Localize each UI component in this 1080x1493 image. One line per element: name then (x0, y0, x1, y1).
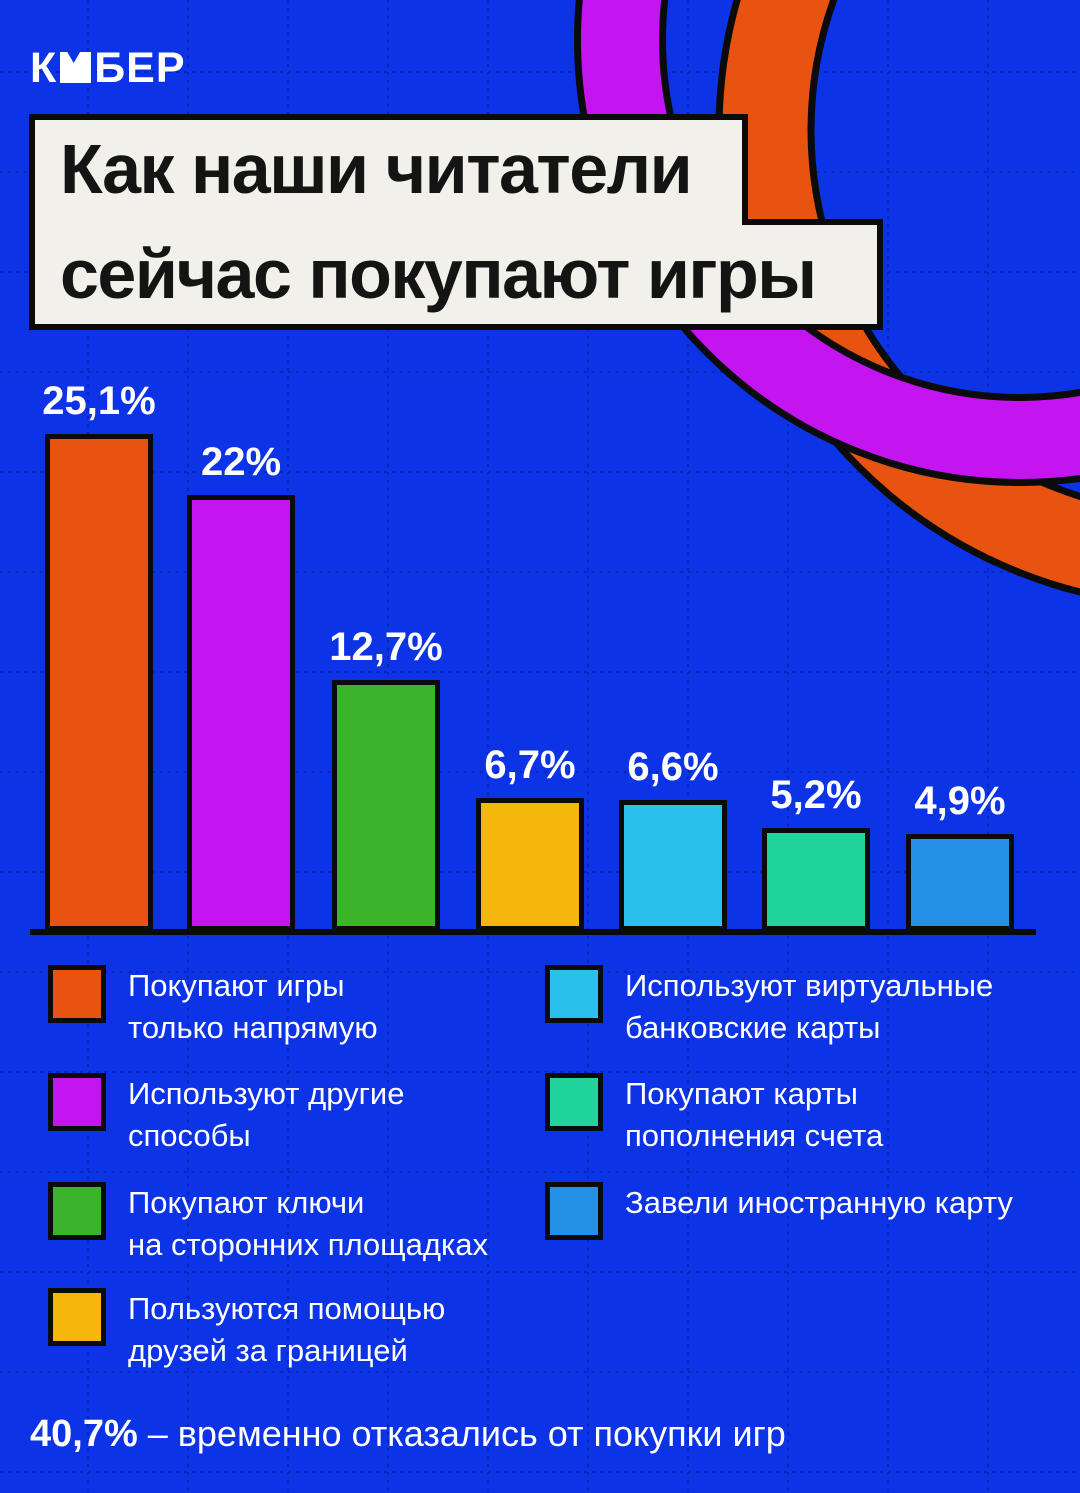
legend-swatch (545, 965, 603, 1023)
legend-item-5: Используют виртуальные банковские карты (545, 965, 993, 1049)
footer-stat: 40,7% – временно отказались от покупки и… (30, 1412, 786, 1456)
bar-group-1: 25,1% (42, 379, 156, 931)
bar (762, 828, 870, 931)
footer-stat-text: – временно отказались от покупки игр (147, 1413, 786, 1454)
bar (476, 798, 584, 931)
bar-value-label: 4,9% (914, 779, 1006, 823)
page-title-line1: Как наши читатели (60, 130, 693, 208)
bar-value-label: 12,7% (329, 625, 443, 669)
bar (619, 800, 727, 931)
bar-value-label: 25,1% (42, 379, 156, 423)
footer-stat-value: 40,7% (30, 1413, 138, 1455)
legend-label: Завели иностранную карту (625, 1185, 1013, 1220)
logo-text-suffix: БЕР (94, 44, 186, 92)
bar-value-label: 6,7% (484, 743, 576, 787)
legend-label: Покупают ключи на сторонних площадках (128, 1185, 488, 1262)
legend-swatch (48, 1288, 106, 1346)
legend-item-4: Пользуются помощью друзей за границей (48, 1288, 445, 1372)
bar (187, 495, 295, 931)
bar (906, 834, 1014, 931)
logo-i-icon (60, 52, 92, 83)
legend-item-6: Покупают карты пополнения счета (545, 1073, 883, 1157)
logo-text-prefix: К (30, 44, 58, 92)
bar-value-label: 5,2% (770, 773, 862, 817)
legend-swatch (48, 1182, 106, 1240)
bar (332, 680, 440, 931)
bar (45, 434, 153, 931)
bar-group-5: 6,6% (619, 745, 727, 931)
legend-label: Пользуются помощью друзей за границей (128, 1291, 446, 1368)
bar-group-6: 5,2% (762, 773, 870, 931)
page-title-line2: сейчас покупают игры (60, 235, 817, 313)
legend-label: Используют другие способы (128, 1076, 405, 1153)
legend-label: Покупают карты пополнения счета (625, 1076, 884, 1153)
legend-swatch (545, 1182, 603, 1240)
chart-baseline (30, 929, 1036, 935)
legend-swatch (48, 965, 106, 1023)
brand-logo: К БЕР (30, 47, 186, 90)
legend-item-7: Завели иностранную карту (545, 1182, 1013, 1240)
bar-value-label: 6,6% (627, 745, 719, 789)
bar-group-2: 22% (187, 440, 295, 931)
legend-label: Покупают игры только напрямую (128, 968, 378, 1045)
legend-label: Используют виртуальные банковские карты (625, 968, 994, 1045)
legend-item-3: Покупают ключи на сторонних площадках (48, 1182, 488, 1266)
bar-group-4: 6,7% (476, 743, 584, 931)
legend-swatch (48, 1073, 106, 1131)
bar-value-label: 22% (200, 440, 282, 484)
legend-item-2: Используют другие способы (48, 1073, 404, 1157)
bar-group-7: 4,9% (906, 779, 1014, 931)
legend-swatch (545, 1073, 603, 1131)
legend-item-1: Покупают игры только напрямую (48, 965, 378, 1049)
bar-group-3: 12,7% (329, 625, 443, 931)
